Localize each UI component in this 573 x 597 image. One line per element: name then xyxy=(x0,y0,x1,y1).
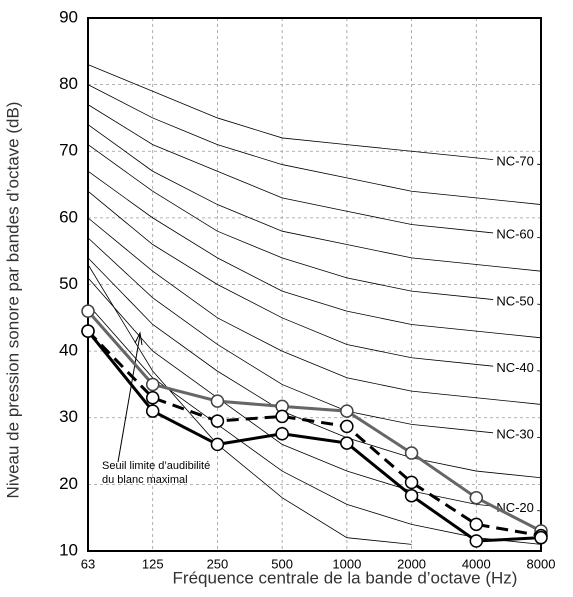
data-point xyxy=(275,409,289,424)
nc-label: NC-20 xyxy=(496,500,534,515)
data-point xyxy=(340,436,354,450)
x-tick-label: 125 xyxy=(142,556,164,571)
data-point xyxy=(210,394,225,408)
data-point xyxy=(534,530,548,545)
nc-label-bg xyxy=(493,227,538,244)
nc-curve xyxy=(87,237,542,439)
nc-curve xyxy=(87,84,542,205)
y-axis-title: Niveau de pression sonore par bandes d’o… xyxy=(3,102,22,499)
x-tick-label: 63 xyxy=(81,556,95,571)
nc-curve xyxy=(87,104,542,239)
data-point xyxy=(469,517,484,532)
nc-label: NC-40 xyxy=(496,360,534,375)
nc-curve xyxy=(87,277,542,512)
nc-curve xyxy=(87,304,542,545)
data-point xyxy=(210,437,225,452)
x-tick-label: 1000 xyxy=(332,556,361,571)
nc-label: NC-70 xyxy=(496,153,534,168)
nc-curve xyxy=(87,64,542,165)
data-point xyxy=(81,324,95,338)
plot-frame xyxy=(87,17,542,552)
data-point xyxy=(404,446,419,460)
y-tick-label: 60 xyxy=(59,207,78,226)
y-tick-label: 20 xyxy=(59,474,78,493)
data-point xyxy=(469,534,484,548)
nc-label-bg xyxy=(493,360,538,377)
x-tick-label: 8000 xyxy=(527,556,556,571)
data-point xyxy=(340,404,354,418)
nc-label-bg xyxy=(493,293,538,310)
nc-curve xyxy=(87,264,412,545)
nc-curve xyxy=(87,190,542,372)
nc-curve xyxy=(87,217,542,405)
nc-curve xyxy=(87,124,542,272)
nc-curve xyxy=(87,257,542,479)
x-tick-label: 500 xyxy=(271,556,293,571)
nc-label-bg xyxy=(493,153,538,170)
y-tick-label: 70 xyxy=(59,141,78,160)
data-point xyxy=(145,404,160,418)
nc-curve xyxy=(87,144,542,305)
arrow-head xyxy=(134,331,143,346)
y-tick-label: 10 xyxy=(59,540,78,559)
y-tick-label: 40 xyxy=(59,341,78,360)
y-tick-label: 30 xyxy=(59,407,78,426)
nc-label-bg xyxy=(493,427,538,444)
data-point xyxy=(81,304,95,318)
series-line xyxy=(86,310,542,533)
y-tick-label: 90 xyxy=(59,7,78,26)
nc-label: NC-60 xyxy=(496,227,534,242)
x-axis-title: Fréquence centrale de la bande d’octave … xyxy=(173,568,518,587)
series-line xyxy=(86,330,542,538)
y-tick-label: 80 xyxy=(59,74,78,93)
annotation-line: du blanc maximal xyxy=(102,474,188,486)
nc-curve xyxy=(87,170,542,339)
x-tick-label: 2000 xyxy=(397,556,426,571)
x-tick-label: 4000 xyxy=(462,556,491,571)
data-point xyxy=(145,391,160,405)
data-point xyxy=(210,414,225,428)
data-point xyxy=(404,475,419,490)
nc-label: NC-30 xyxy=(496,427,534,442)
data-point xyxy=(275,426,289,441)
annotation-arrow xyxy=(117,334,141,463)
nc-label: NC-50 xyxy=(496,293,534,308)
x-tick-label: 250 xyxy=(207,556,229,571)
series-line xyxy=(86,330,542,543)
y-tick-label: 50 xyxy=(59,274,78,293)
annotation-line: Seuil limite d’audibilité xyxy=(102,460,210,472)
data-point xyxy=(340,419,354,434)
data-point xyxy=(145,377,160,392)
data-point xyxy=(404,488,419,503)
data-point xyxy=(469,490,484,505)
